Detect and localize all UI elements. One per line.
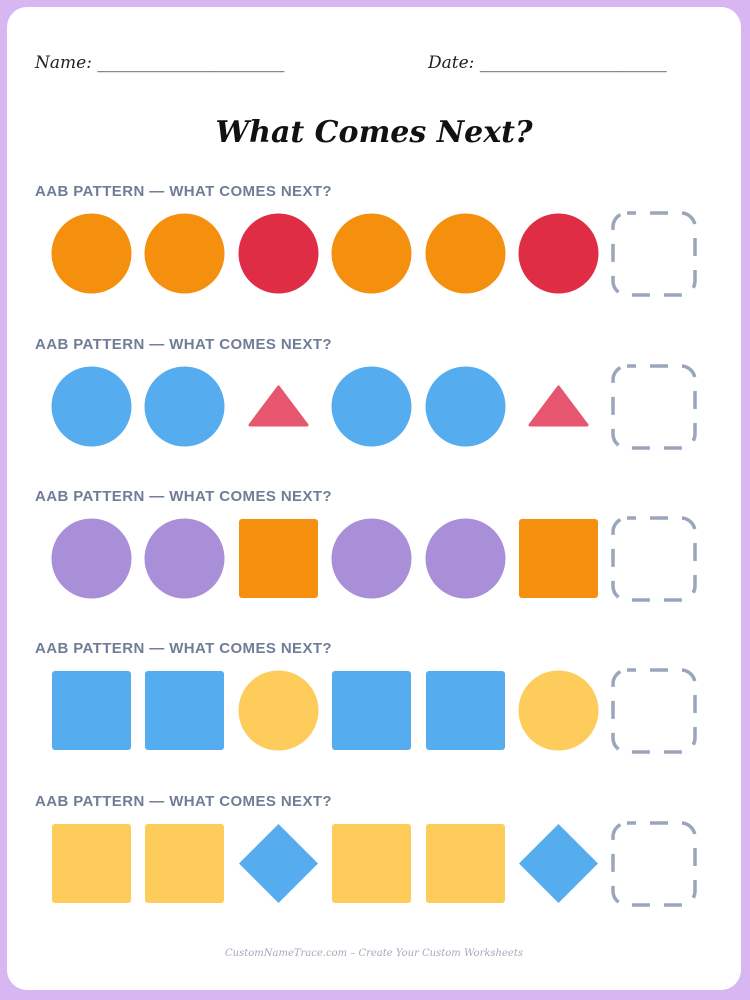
date-field[interactable]: Date: ______________________ [428, 53, 667, 73]
square-shape [143, 822, 226, 905]
square-shape [424, 822, 507, 905]
pattern-section: AAB PATTERN — WHAT COMES NEXT? [7, 336, 741, 486]
circle-shape [424, 517, 507, 600]
answer-box[interactable] [610, 667, 698, 755]
circle-shape [424, 365, 507, 448]
answer-box[interactable] [610, 515, 698, 603]
pattern-row [7, 206, 741, 300]
pattern-section: AAB PATTERN — WHAT COMES NEXT? [7, 640, 741, 790]
footer-credit: CustomNameTrace.com – Create Your Custom… [225, 948, 523, 959]
square-shape [143, 669, 226, 752]
diamond-shape [237, 822, 320, 905]
section-label: AAB PATTERN — WHAT COMES NEXT? [35, 793, 332, 810]
circle-shape [237, 669, 320, 752]
pattern-row [7, 816, 741, 910]
square-shape [517, 517, 600, 600]
page-title: What Comes Next? [215, 115, 533, 150]
triangle-shape [237, 365, 320, 448]
circle-shape [424, 212, 507, 295]
circle-shape [143, 517, 226, 600]
section-label: AAB PATTERN — WHAT COMES NEXT? [35, 336, 332, 353]
answer-box[interactable] [610, 363, 698, 451]
circle-shape [143, 365, 226, 448]
pattern-section: AAB PATTERN — WHAT COMES NEXT? [7, 488, 741, 638]
circle-shape [50, 212, 133, 295]
square-shape [50, 822, 133, 905]
circle-shape [143, 212, 226, 295]
pattern-row [7, 663, 741, 757]
square-shape [50, 669, 133, 752]
pattern-section: AAB PATTERN — WHAT COMES NEXT? [7, 183, 741, 333]
square-shape [424, 669, 507, 752]
circle-shape [330, 212, 413, 295]
pattern-row [7, 359, 741, 453]
circle-shape [50, 365, 133, 448]
worksheet-page: Name: ______________________ Date: _____… [7, 7, 741, 990]
square-shape [237, 517, 320, 600]
square-shape [330, 822, 413, 905]
pattern-section: AAB PATTERN — WHAT COMES NEXT? [7, 793, 741, 943]
circle-shape [50, 517, 133, 600]
triangle-shape [517, 365, 600, 448]
answer-box[interactable] [610, 820, 698, 908]
pattern-row [7, 511, 741, 605]
circle-shape [330, 365, 413, 448]
circle-shape [517, 212, 600, 295]
diamond-shape [517, 822, 600, 905]
circle-shape [237, 212, 320, 295]
circle-shape [517, 669, 600, 752]
section-label: AAB PATTERN — WHAT COMES NEXT? [35, 183, 332, 200]
section-label: AAB PATTERN — WHAT COMES NEXT? [35, 640, 332, 657]
circle-shape [330, 517, 413, 600]
answer-box[interactable] [610, 210, 698, 298]
section-label: AAB PATTERN — WHAT COMES NEXT? [35, 488, 332, 505]
name-field[interactable]: Name: ______________________ [35, 53, 285, 73]
square-shape [330, 669, 413, 752]
